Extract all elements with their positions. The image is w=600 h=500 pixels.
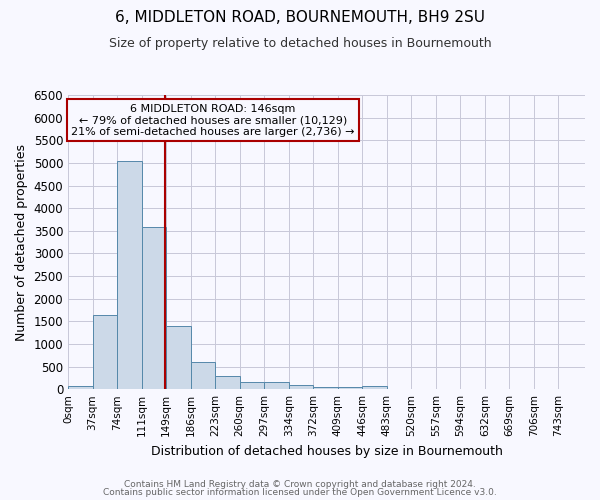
- Y-axis label: Number of detached properties: Number of detached properties: [15, 144, 28, 340]
- Bar: [117, 160, 142, 389]
- Text: 6 MIDDLETON ROAD: 146sqm
← 79% of detached houses are smaller (10,129)
21% of se: 6 MIDDLETON ROAD: 146sqm ← 79% of detach…: [71, 104, 355, 137]
- Bar: [166, 326, 191, 389]
- Text: Contains HM Land Registry data © Crown copyright and database right 2024.: Contains HM Land Registry data © Crown c…: [124, 480, 476, 489]
- Bar: [338, 388, 362, 389]
- Bar: [313, 386, 338, 389]
- Bar: [362, 386, 387, 389]
- Bar: [289, 384, 313, 389]
- Text: 6, MIDDLETON ROAD, BOURNEMOUTH, BH9 2SU: 6, MIDDLETON ROAD, BOURNEMOUTH, BH9 2SU: [115, 10, 485, 25]
- Bar: [142, 227, 166, 389]
- Bar: [264, 382, 289, 389]
- Bar: [215, 376, 239, 389]
- X-axis label: Distribution of detached houses by size in Bournemouth: Distribution of detached houses by size …: [151, 444, 502, 458]
- Text: Size of property relative to detached houses in Bournemouth: Size of property relative to detached ho…: [109, 38, 491, 51]
- Bar: [191, 362, 215, 389]
- Bar: [92, 314, 117, 389]
- Bar: [68, 386, 92, 389]
- Bar: [239, 382, 264, 389]
- Text: Contains public sector information licensed under the Open Government Licence v3: Contains public sector information licen…: [103, 488, 497, 497]
